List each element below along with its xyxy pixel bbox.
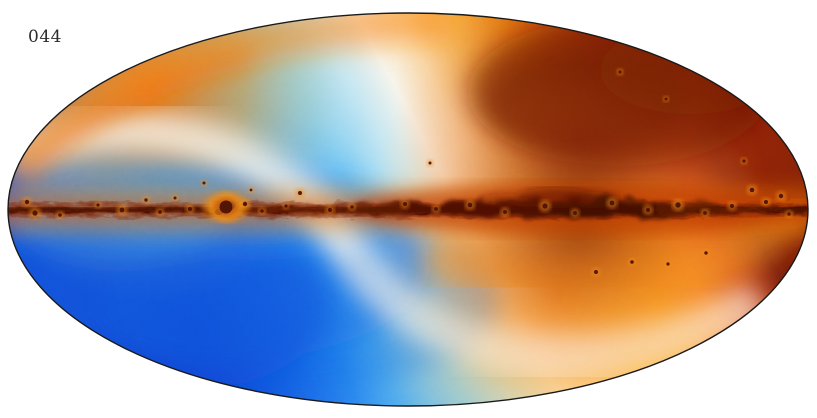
map-outline: [7, 12, 809, 407]
map-frequency-label: 044: [28, 27, 62, 47]
